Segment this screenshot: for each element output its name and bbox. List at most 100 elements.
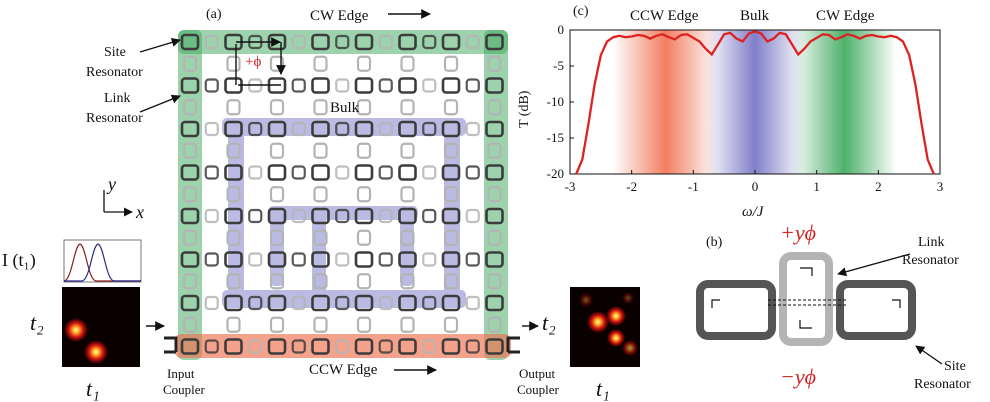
link-resonator-v [182, 273, 198, 290]
link-resonator-h [291, 34, 306, 50]
link-resonator-v [400, 55, 415, 72]
site-resonator [485, 164, 504, 181]
band-label-ccw: CCW Edge [630, 8, 699, 24]
link-resonator-h [204, 339, 219, 354]
input-coupler [164, 336, 178, 354]
link-resonator-h [291, 208, 306, 224]
link-resonator-v [487, 316, 502, 333]
input-pulse-plot: I (t₁) [2, 239, 142, 283]
site-resonator [354, 77, 374, 94]
band-bulk [705, 30, 805, 174]
coupling-schematic: (b) +yϕ −yϕ Link Resonator Site Resonato… [696, 220, 971, 392]
xy-axes-glyph: y x [103, 174, 144, 222]
link-resonator-v [269, 142, 285, 159]
link-resonator-v [443, 99, 459, 116]
site-resonator [180, 164, 200, 181]
link-resonator-v [269, 273, 285, 290]
link-resonator-h [465, 252, 480, 267]
link-resonator-h [465, 78, 480, 93]
link-resonator-v [356, 273, 372, 290]
link-resonator-h [422, 121, 437, 137]
site-resonator [311, 33, 330, 51]
link-resonator-h [422, 34, 437, 50]
site-resonator [267, 164, 287, 181]
link-resonator-v [226, 316, 241, 333]
link-resonator-h [204, 34, 219, 50]
ccw-edge-bottom-label: CCW Edge [309, 362, 378, 378]
site-resonator [485, 120, 504, 138]
link-resonator [779, 252, 833, 346]
link-resonator-v [400, 229, 415, 246]
link-resonator-v [356, 316, 372, 333]
link-resonator-v [182, 55, 198, 72]
site-resonator [224, 207, 243, 225]
link-resonator-v [356, 142, 372, 159]
flow-arrow-link-top [800, 267, 813, 276]
input-coupler-label-2: Coupler [163, 382, 206, 397]
site-resonator-left [696, 280, 776, 340]
link-resonator-v [487, 99, 502, 116]
link-resonator-h [465, 165, 480, 180]
site-resonator [267, 294, 287, 312]
flow-arrow-left [711, 299, 720, 308]
b-link-resonator-label-2: Resonator [902, 253, 959, 268]
link-resonator-v [226, 55, 241, 72]
site-resonator [311, 338, 330, 355]
link-resonator-h [422, 252, 437, 267]
cw-edge-glow-right [484, 30, 508, 360]
link-resonator-v [313, 186, 328, 203]
site-resonator [224, 120, 243, 138]
axis-ticks: -3 -2 -1 0 1 2 30-5-10-15-20 [547, 22, 944, 194]
site-resonator [267, 338, 287, 355]
site-resonator [441, 338, 461, 355]
link-resonator-v [269, 186, 285, 203]
axis-x-label: x [135, 202, 144, 222]
link-resonator-h [291, 121, 306, 137]
y-tick-label: -10 [547, 94, 564, 109]
x-tick-label: -3 [565, 179, 576, 194]
y-axis-label: T (dB) [517, 90, 532, 128]
link-resonator-h [248, 339, 263, 354]
panel-b-label: (b) [706, 235, 723, 250]
link-resonator-h [204, 78, 219, 93]
link-resonator-v [400, 316, 415, 333]
y-tick-label: -15 [547, 130, 564, 145]
site-resonator [180, 33, 200, 51]
site-resonator [485, 251, 504, 268]
cw-edge-top-label: CW Edge [310, 8, 369, 24]
link-resonator-v [313, 316, 328, 333]
link-resonator-v [400, 186, 415, 203]
link-resonator-h [204, 165, 219, 180]
link-resonator-v [313, 55, 328, 72]
site-resonator [311, 207, 330, 225]
site-resonator [441, 251, 461, 268]
link-resonator-v [487, 142, 502, 159]
link-resonator-h [248, 165, 263, 180]
site-resonator [224, 164, 243, 181]
site-resonator [354, 207, 374, 225]
band-shading [613, 30, 897, 174]
link-resonator-v [443, 186, 459, 203]
site-resonator [485, 207, 504, 225]
band-ccw-edge [613, 30, 718, 174]
link-resonator-v [182, 99, 198, 116]
link-resonator-h [378, 252, 393, 267]
x-tick-label: 1 [813, 179, 820, 194]
link-resonator-v [443, 55, 459, 72]
site-resonator [311, 164, 330, 181]
panel-a-label: (a) [206, 7, 222, 22]
link-resonator-arrow [139, 94, 181, 113]
link-resonator-v [182, 186, 198, 203]
link-resonator-h [465, 121, 480, 137]
link-resonator-v [443, 273, 459, 290]
b-link-arrow [837, 253, 911, 277]
link-resonator-h [335, 34, 350, 50]
site-resonator [267, 251, 287, 268]
resonator-grid [180, 33, 504, 355]
site-resonator [398, 207, 417, 225]
link-resonator-h [204, 121, 219, 137]
lattice-panel: (a) CW Edge +ϕ Bulk [2, 7, 640, 401]
site-resonator [224, 251, 243, 268]
band-label-bulk: Bulk [740, 8, 770, 24]
link-resonator-h [204, 252, 219, 267]
